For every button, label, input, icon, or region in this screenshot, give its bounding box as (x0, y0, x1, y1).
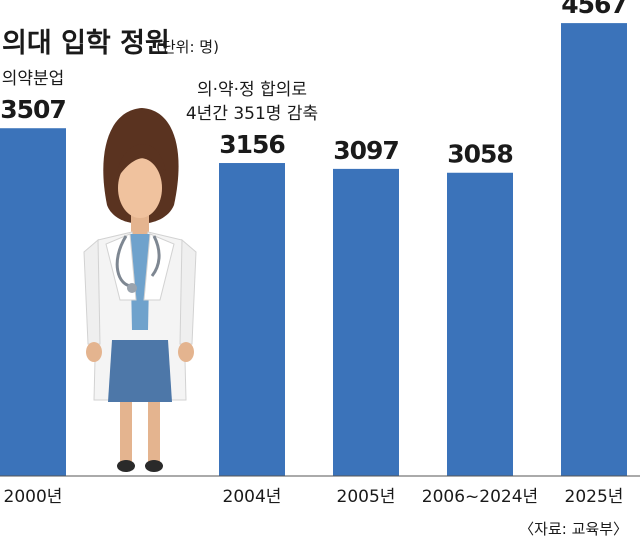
category-label-0: 2000년 (4, 487, 63, 507)
source-note: 〈자료: 교육부〉 (519, 520, 628, 538)
category-label-3: 2006~2024년 (422, 487, 538, 507)
annotation-1-1: 4년간 351명 감축 (186, 104, 318, 124)
value-label-2: 3097 (333, 136, 399, 165)
value-label-4: 4567 (561, 0, 627, 19)
annotation-1-0: 의·약·정 합의로 (197, 80, 307, 100)
bar-2 (333, 168, 399, 476)
category-label-1: 2004년 (223, 487, 282, 507)
labels-group: 3507 2000년 의약분업 3156 2004년 의·약·정 합의로 4년간 351명 … (0, 0, 628, 507)
category-label-4: 2025년 (565, 487, 624, 507)
category-label-2: 2005년 (337, 487, 396, 507)
bar-0 (0, 128, 66, 476)
value-label-1: 3156 (219, 130, 285, 159)
bars-group (0, 23, 627, 476)
bar-4 (561, 23, 627, 476)
value-label-3: 3058 (447, 140, 513, 169)
doctor-illustration (83, 108, 197, 472)
value-label-0: 3507 (0, 95, 66, 124)
bar-1 (219, 163, 285, 476)
annotation-0-0: 의약분업 (2, 69, 65, 89)
bar-3 (447, 172, 513, 476)
unit-note: (단위: 명) (156, 38, 219, 56)
chart-title: 의대 입학 정원 (2, 28, 170, 59)
